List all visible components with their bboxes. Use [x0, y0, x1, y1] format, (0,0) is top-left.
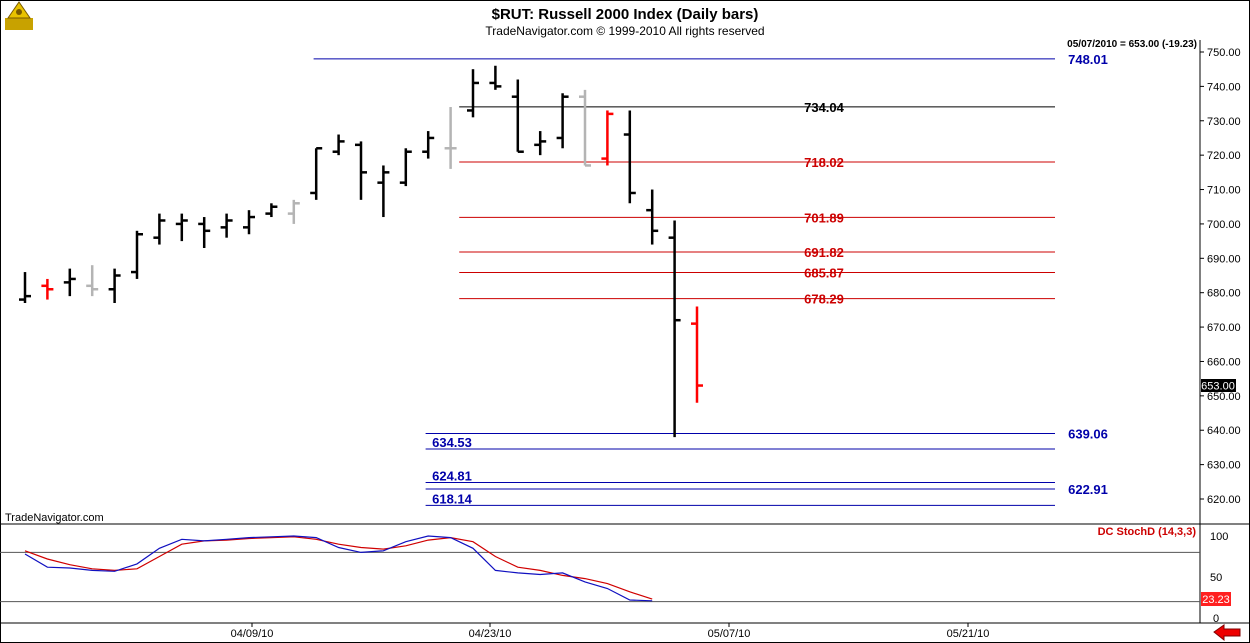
- ohlc-bar: [646, 189, 659, 245]
- ohlc-bar: [63, 268, 76, 297]
- ohlc-bar: [332, 134, 345, 156]
- price-axis-label: 750.00: [1207, 47, 1241, 59]
- price-axis-label: 660.00: [1207, 356, 1241, 368]
- price-bars: [19, 65, 703, 438]
- ohlc-bar: [220, 213, 233, 238]
- scroll-left-arrow-icon[interactable]: [1213, 624, 1241, 642]
- price-axis-label: 700.00: [1207, 219, 1241, 231]
- ohlc-bar: [579, 89, 591, 167]
- ohlc-bar: [668, 220, 681, 438]
- indicator-tick-0: 0: [1213, 613, 1219, 625]
- watermark-text: TradeNavigator.com: [5, 512, 104, 524]
- price-axis: 620.00 630.00 640.00 650.00 660.00 670.00 680.…: [1200, 47, 1241, 506]
- date-label: 05/21/10: [947, 628, 990, 640]
- price-axis-label: 640.00: [1207, 425, 1241, 437]
- ohlc-bar: [601, 110, 614, 166]
- support-resistance-levels: 748.01 734.04 718.02 701.89 691.82 685.87 678.…: [313, 52, 1108, 506]
- ohlc-bar: [19, 272, 31, 304]
- ohlc-bar: [444, 107, 457, 169]
- price-readout: 05/07/2010 = 653.00 (-19.23): [1067, 39, 1197, 50]
- last-price-tag: [1201, 379, 1236, 392]
- price-axis-label: 670.00: [1207, 322, 1241, 334]
- level-label: 618.14: [432, 491, 473, 506]
- level-label: 634.53: [432, 435, 472, 450]
- price-axis-label: 680.00: [1207, 288, 1241, 300]
- price-axis-label: 630.00: [1207, 460, 1241, 472]
- ohlc-bar: [511, 79, 524, 153]
- indicator-name: DC StochD (14,3,3): [1098, 526, 1197, 538]
- chart-subtitle: TradeNavigator.com © 1999-2010 All right…: [485, 24, 764, 38]
- level-label: 691.82: [804, 245, 844, 260]
- level-label: 748.01: [1068, 52, 1108, 67]
- indicator-value-tag: [1201, 592, 1231, 606]
- ohlc-bar: [131, 230, 143, 279]
- level-label: 624.81: [432, 468, 472, 483]
- trade-navigator-logo-icon: [5, 1, 33, 30]
- price-axis-label: 650.00: [1207, 391, 1241, 403]
- ohlc-bar: [265, 203, 278, 218]
- last-price-label: 653.00: [1201, 381, 1235, 393]
- level-label: 701.89: [804, 210, 844, 225]
- ohlc-bar: [310, 147, 323, 200]
- stochastic-indicator: [0, 535, 1200, 603]
- ohlc-bar: [287, 199, 300, 224]
- price-axis-label: 710.00: [1207, 185, 1241, 197]
- chart-title: $RUT: Russell 2000 Index (Daily bars): [492, 6, 759, 23]
- ohlc-bar: [108, 268, 121, 304]
- ohlc-bar: [243, 210, 255, 235]
- price-axis-label: 740.00: [1207, 81, 1241, 93]
- stoch-k-line: [24, 535, 653, 602]
- date-axis: 04/09/10 04/23/10 05/07/10 05/21/10: [231, 623, 990, 640]
- ohlc-bar: [355, 141, 367, 200]
- stoch-d-line: [24, 536, 653, 600]
- level-label: 718.02: [804, 155, 844, 170]
- ohlc-bar: [41, 278, 54, 300]
- price-axis-label: 620.00: [1207, 494, 1241, 506]
- level-label: 685.87: [804, 266, 844, 281]
- ohlc-bar: [422, 131, 435, 159]
- level-label: 639.06: [1068, 426, 1108, 441]
- date-label: 04/09/10: [231, 628, 274, 640]
- date-label: 04/23/10: [469, 628, 512, 640]
- ohlc-bar: [489, 65, 502, 90]
- level-label: 734.04: [804, 100, 845, 115]
- price-axis-label: 690.00: [1207, 253, 1241, 265]
- ohlc-bar: [198, 217, 211, 248]
- ohlc-bar: [153, 213, 166, 245]
- ohlc-bar: [623, 110, 636, 204]
- level-label: 622.91: [1068, 482, 1108, 497]
- ohlc-bar: [86, 265, 99, 297]
- indicator-tick-100: 100: [1210, 531, 1228, 543]
- level-label: 678.29: [804, 292, 844, 307]
- date-label: 05/07/10: [708, 628, 751, 640]
- indicator-value-label: 23.23: [1202, 594, 1230, 606]
- ohlc-bar: [556, 93, 569, 149]
- ohlc-bar: [467, 69, 479, 118]
- ohlc-bar: [175, 213, 188, 242]
- price-axis-label: 730.00: [1207, 116, 1241, 128]
- ohlc-bar: [399, 148, 412, 187]
- ohlc-bar: [691, 306, 703, 403]
- indicator-tick-50: 50: [1210, 572, 1222, 584]
- ohlc-bar: [534, 131, 547, 156]
- ohlc-bar: [377, 165, 390, 218]
- price-axis-label: 720.00: [1207, 150, 1241, 162]
